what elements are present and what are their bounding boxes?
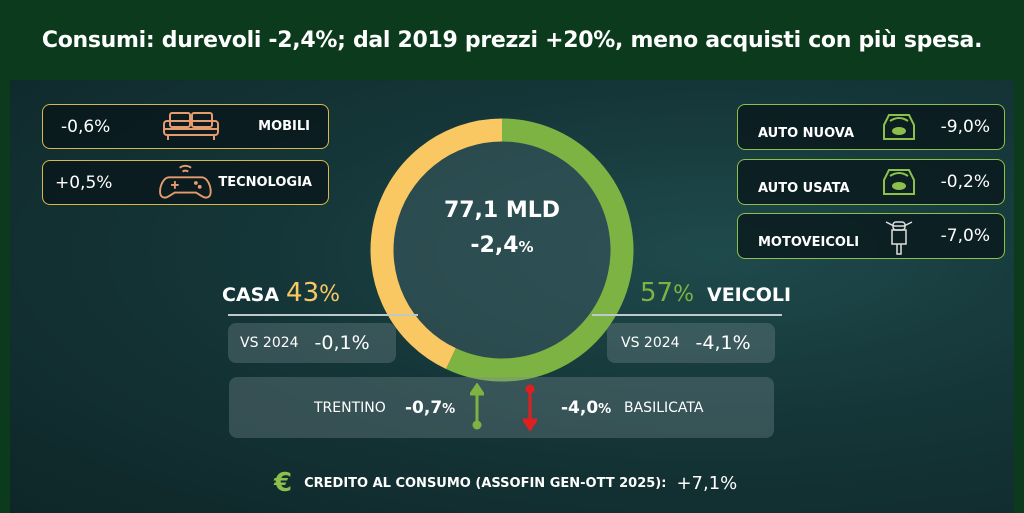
mobili-value: -0,6% bbox=[61, 116, 111, 137]
motorcycle-icon bbox=[885, 221, 913, 255]
credit-line: € CREDITO AL CONSUMO (ASSOFIN GEN-OTT 20… bbox=[274, 468, 738, 498]
regions-box: TRENTINO -0,7% -4,0% BASILICATA bbox=[229, 377, 774, 438]
casa-pct: 43 bbox=[286, 278, 320, 308]
casa-divider bbox=[228, 314, 418, 316]
casa-vs-box: VS 2024 -0,1% bbox=[228, 323, 396, 363]
arrow-down-icon bbox=[523, 384, 537, 431]
donut-chart bbox=[370, 118, 634, 382]
tecnologia-value: +0,5% bbox=[55, 172, 113, 193]
auto-usata-value: -0,2% bbox=[940, 172, 990, 192]
donut-segment-casa bbox=[370, 118, 503, 369]
car-icon bbox=[883, 114, 915, 140]
veicoli-heading: 57% VEICOLI bbox=[640, 278, 792, 308]
tecnologia-label: TECNOLOGIA bbox=[218, 175, 312, 190]
donut-change: -2,4 bbox=[470, 233, 519, 258]
motoveicoli-value: -7,0% bbox=[940, 226, 990, 246]
veicoli-pct: 57 bbox=[640, 278, 674, 308]
motoveicoli-card: MOTOVEICOLI -7,0% bbox=[737, 213, 1005, 259]
gamepad-icon bbox=[158, 164, 212, 199]
mobili-card: -0,6% MOBILI bbox=[42, 104, 329, 149]
veicoli-divider bbox=[592, 314, 782, 316]
casa-heading: CASA 43% bbox=[222, 278, 341, 308]
auto-usata-label: AUTO USATA bbox=[758, 180, 850, 196]
best-region-value: -0,7 bbox=[405, 397, 443, 418]
auto-nuova-value: -9,0% bbox=[940, 117, 990, 137]
tecnologia-card: +0,5% TECNOLOGIA bbox=[42, 160, 329, 205]
motoveicoli-label: MOTOVEICOLI bbox=[758, 234, 860, 250]
auto-nuova-label: AUTO NUOVA bbox=[758, 125, 855, 141]
euro-icon: € bbox=[274, 468, 293, 498]
auto-nuova-card: AUTO NUOVA -9,0% bbox=[737, 104, 1005, 150]
veicoli-vs-box: VS 2024 -4,1% bbox=[607, 323, 775, 363]
donut-segment-veicoli bbox=[446, 118, 634, 382]
page-title: Consumi: durevoli -2,4%; dal 2019 prezzi… bbox=[41, 27, 983, 53]
car-icon bbox=[883, 169, 915, 195]
infographic-panel: -0,6% MOBILI +0,5% TECNOLOGIA AUTO NUOVA… bbox=[10, 80, 1014, 513]
auto-usata-card: AUTO USATA -0,2% bbox=[737, 159, 1005, 205]
donut-total: 77,1 MLD bbox=[443, 198, 561, 223]
sofa-icon bbox=[163, 111, 219, 140]
worst-region-value: -4,0 bbox=[561, 397, 599, 418]
arrow-up-icon bbox=[470, 383, 484, 430]
mobili-label: MOBILI bbox=[258, 119, 310, 134]
